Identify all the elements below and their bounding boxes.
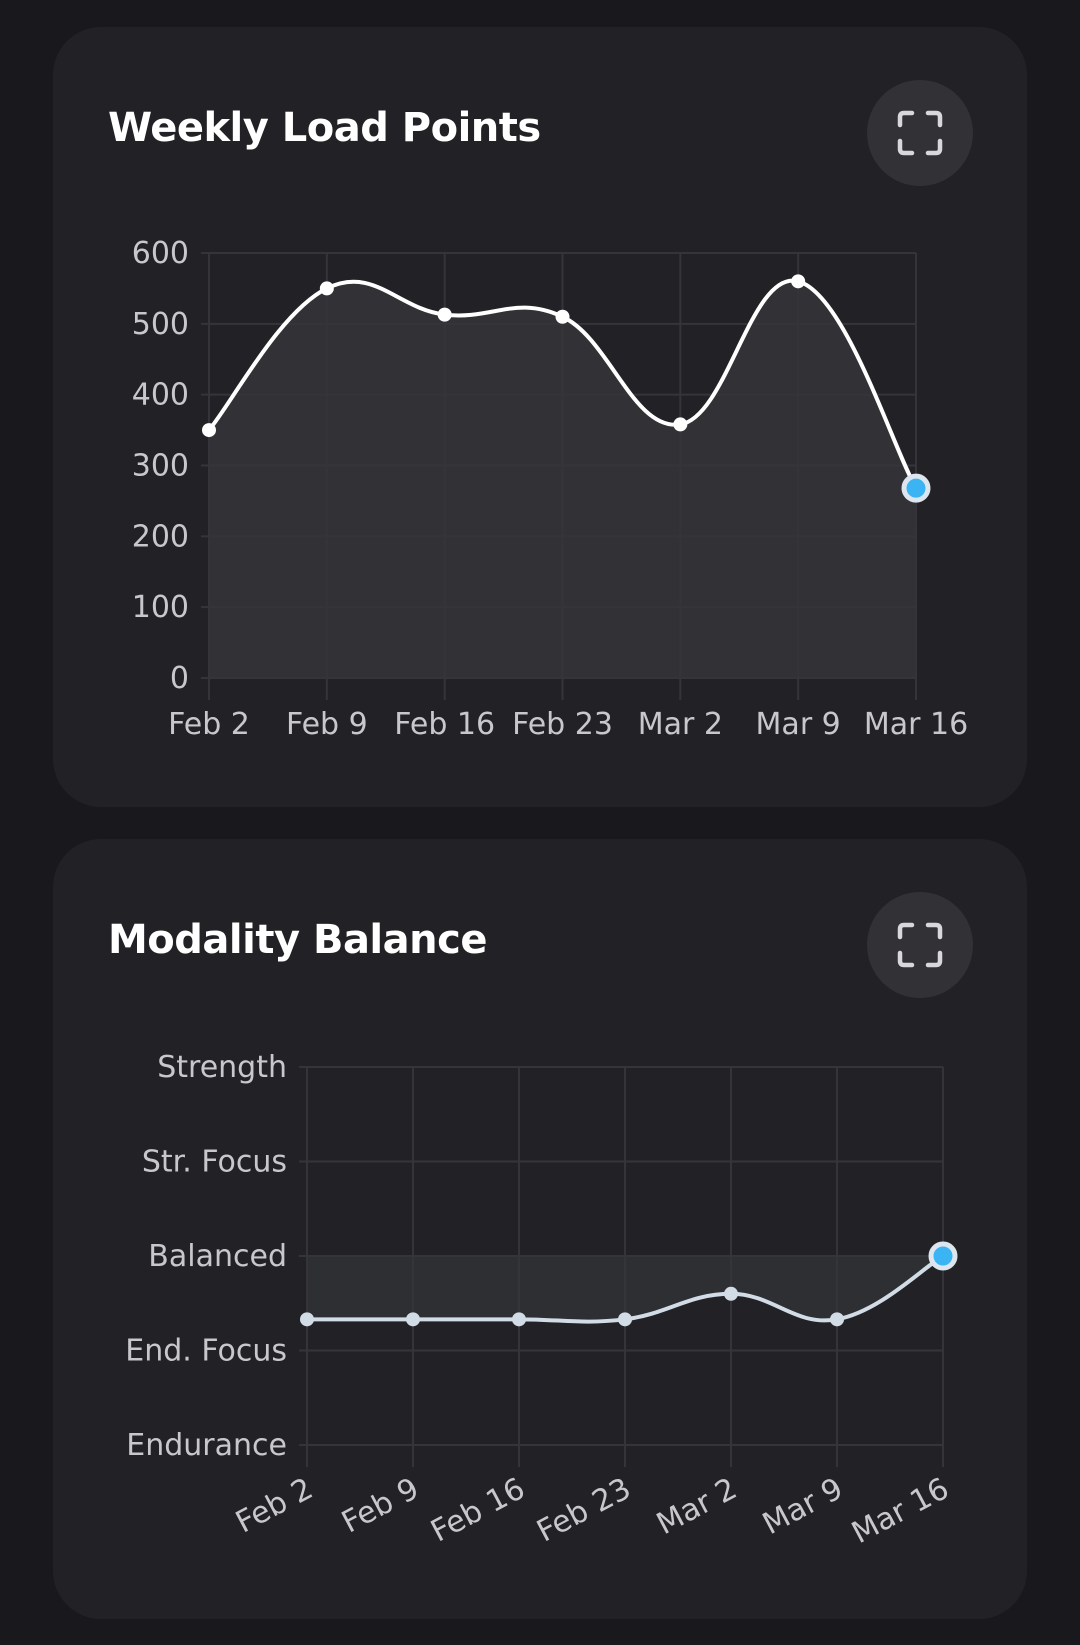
weekly-load-title: Weekly Load Points — [108, 105, 541, 151]
data-point-highlight — [901, 473, 931, 503]
y-tick-label: 300 — [132, 449, 189, 484]
x-tick-label: Feb 2 — [230, 1471, 319, 1540]
y-tick-label: Endurance — [126, 1428, 287, 1463]
weekly-load-chart: 0 100 200 300 400 500 600 Feb 2 Feb 9 Feb 16 Feb 2… — [132, 236, 968, 742]
data-point — [437, 307, 452, 322]
y-tick-label: 200 — [132, 519, 189, 554]
data-point — [512, 1312, 526, 1327]
y-tick-label: 0 — [170, 661, 189, 696]
weekly-load-card: Weekly Load Points 0 100 200 300 400 500 600 Fe… — [53, 27, 1027, 807]
data-point — [791, 274, 806, 289]
x-tick-label: Mar 2 — [638, 707, 723, 742]
x-tick-label: Feb 23 — [512, 707, 613, 742]
modality-balance-card: Modality Balance Endurance End. Focus Bala… — [53, 839, 1027, 1619]
y-tick-label: 500 — [132, 307, 189, 342]
y-tick-label: Str. Focus — [142, 1145, 287, 1180]
x-tick-label: Feb 9 — [286, 707, 368, 742]
y-tick-label: Balanced — [148, 1239, 287, 1274]
x-tick-label: Mar 9 — [757, 1471, 849, 1542]
y-tick-label: Strength — [157, 1050, 287, 1085]
data-point-highlight — [928, 1241, 958, 1271]
data-point — [300, 1312, 314, 1327]
y-tick-label: 400 — [132, 378, 189, 413]
expand-icon — [897, 110, 943, 156]
data-point — [202, 423, 216, 438]
data-point — [724, 1286, 738, 1301]
expand-button[interactable] — [867, 892, 973, 998]
x-tick-label: Mar 2 — [651, 1471, 743, 1542]
x-tick-label: Feb 23 — [531, 1471, 636, 1549]
expand-button[interactable] — [867, 80, 973, 186]
x-tick-label: Mar 16 — [864, 707, 968, 742]
modality-balance-chart: Endurance End. Focus Balanced Str. Focus Str… — [125, 1050, 958, 1551]
x-tick-label: Feb 9 — [336, 1471, 425, 1540]
y-tick-label: 600 — [132, 236, 189, 271]
x-tick-label: Feb 16 — [425, 1471, 530, 1549]
data-point — [406, 1312, 420, 1327]
data-point — [319, 281, 334, 296]
data-point — [618, 1312, 632, 1327]
data-point — [830, 1312, 844, 1327]
data-point — [555, 309, 570, 324]
x-tick-label: Feb 2 — [168, 707, 250, 742]
x-tick-label: Feb 16 — [394, 707, 495, 742]
expand-icon — [897, 922, 943, 968]
y-tick-label: 100 — [132, 590, 189, 625]
x-tick-label: Mar 16 — [846, 1471, 955, 1551]
data-point — [673, 417, 688, 432]
y-tick-label: End. Focus — [125, 1334, 287, 1369]
modality-balance-title: Modality Balance — [108, 917, 487, 963]
x-tick-label: Mar 9 — [756, 707, 841, 742]
